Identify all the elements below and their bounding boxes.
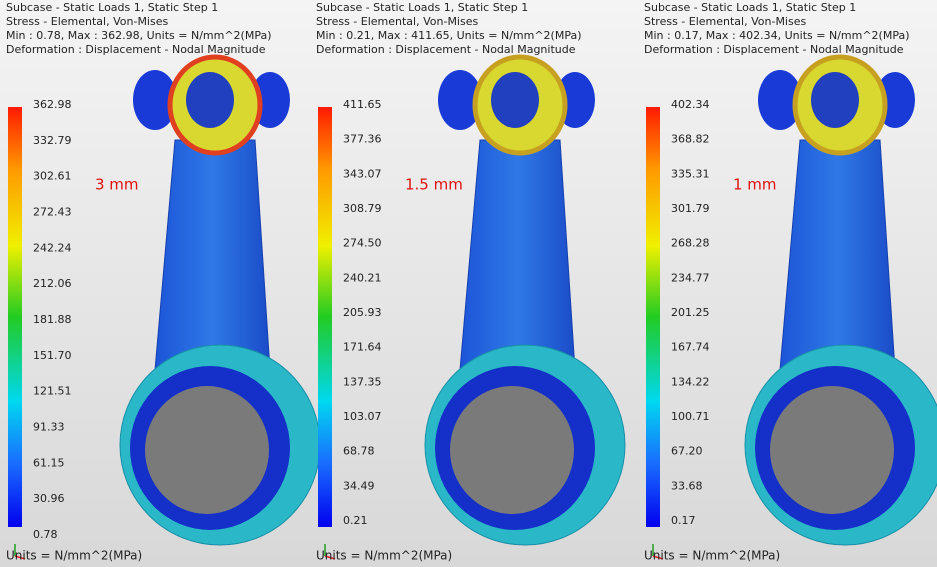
legend-label: 205.93	[343, 306, 382, 319]
legend-label: 268.28	[671, 237, 710, 250]
legend-label: 301.79	[671, 202, 710, 215]
legend-label: 242.24	[33, 241, 72, 254]
units-label: Units = N/mm^2(MPa)	[644, 549, 780, 563]
legend-label: 411.65	[343, 98, 382, 111]
units-label: Units = N/mm^2(MPa)	[316, 549, 452, 563]
legend-label: 240.21	[343, 271, 382, 284]
legend-label: 137.35	[343, 375, 382, 388]
header-line: Subcase - Static Loads 1, Static Step 1	[644, 1, 856, 14]
legend-label: 234.77	[671, 271, 710, 284]
color-scale	[8, 107, 22, 527]
legend-label: 308.79	[343, 202, 382, 215]
legend-label: 332.79	[33, 134, 72, 147]
legend-label: 61.15	[33, 456, 65, 469]
legend-label: 343.07	[343, 167, 382, 180]
legend-label: 121.51	[33, 385, 72, 398]
mesh-label: 3 mm	[95, 176, 139, 194]
legend-label: 0.21	[343, 514, 368, 527]
legend-label: 302.61	[33, 170, 72, 183]
header-line: Min : 0.17, Max : 402.34, Units = N/mm^2…	[644, 29, 910, 42]
legend-label: 171.64	[343, 341, 382, 354]
screenshot: Subcase - Static Loads 1, Static Step 1S…	[0, 0, 937, 567]
legend-label: 30.96	[33, 492, 65, 505]
units-label: Units = N/mm^2(MPa)	[6, 549, 142, 563]
header-line: Subcase - Static Loads 1, Static Step 1	[316, 1, 528, 14]
big-end-bore	[450, 386, 574, 514]
legend-label: 34.49	[343, 479, 375, 492]
legend-label: 103.07	[343, 410, 382, 423]
header-line: Stress - Elemental, Von-Mises	[6, 15, 168, 28]
rod-shaft	[460, 140, 575, 370]
header-line: Min : 0.78, Max : 362.98, Units = N/mm^2…	[6, 29, 272, 42]
header-line: Deformation : Displacement - Nodal Magni…	[6, 43, 266, 56]
legend-label: 402.34	[671, 98, 710, 111]
rod-shaft	[155, 140, 270, 370]
mesh-label: 1.5 mm	[405, 176, 463, 194]
header-line: Subcase - Static Loads 1, Static Step 1	[6, 1, 218, 14]
legend-label: 68.78	[343, 445, 375, 458]
legend-label: 0.17	[671, 514, 696, 527]
legend-label: 91.33	[33, 421, 65, 434]
legend-label: 201.25	[671, 306, 710, 319]
big-end-bore	[145, 386, 269, 514]
legend-label: 212.06	[33, 277, 72, 290]
legend-label: 151.70	[33, 349, 72, 362]
header-line: Stress - Elemental, Von-Mises	[316, 15, 478, 28]
legend-label: 67.20	[671, 445, 703, 458]
legend-label: 100.71	[671, 410, 710, 423]
legend-label: 377.36	[343, 133, 382, 146]
header-line: Stress - Elemental, Von-Mises	[644, 15, 806, 28]
legend-label: 368.82	[671, 133, 710, 146]
big-end-bore	[770, 386, 894, 514]
legend-label: 134.22	[671, 375, 710, 388]
legend-label: 167.74	[671, 341, 710, 354]
header-line: Deformation : Displacement - Nodal Magni…	[644, 43, 904, 56]
header-line: Deformation : Displacement - Nodal Magni…	[316, 43, 576, 56]
legend-label: 0.78	[33, 528, 58, 541]
header-line: Min : 0.21, Max : 411.65, Units = N/mm^2…	[316, 29, 582, 42]
legend-label: 181.88	[33, 313, 72, 326]
color-scale	[318, 107, 332, 527]
legend-label: 335.31	[671, 167, 710, 180]
small-end-hole	[186, 72, 234, 128]
small-end-hole	[491, 72, 539, 128]
color-scale	[646, 107, 660, 527]
legend-label: 362.98	[33, 98, 72, 111]
legend-label: 33.68	[671, 479, 703, 492]
rod-shaft	[780, 140, 895, 370]
small-end-hole	[811, 72, 859, 128]
legend-label: 272.43	[33, 206, 72, 219]
mesh-label: 1 mm	[733, 176, 777, 194]
legend-label: 274.50	[343, 237, 382, 250]
